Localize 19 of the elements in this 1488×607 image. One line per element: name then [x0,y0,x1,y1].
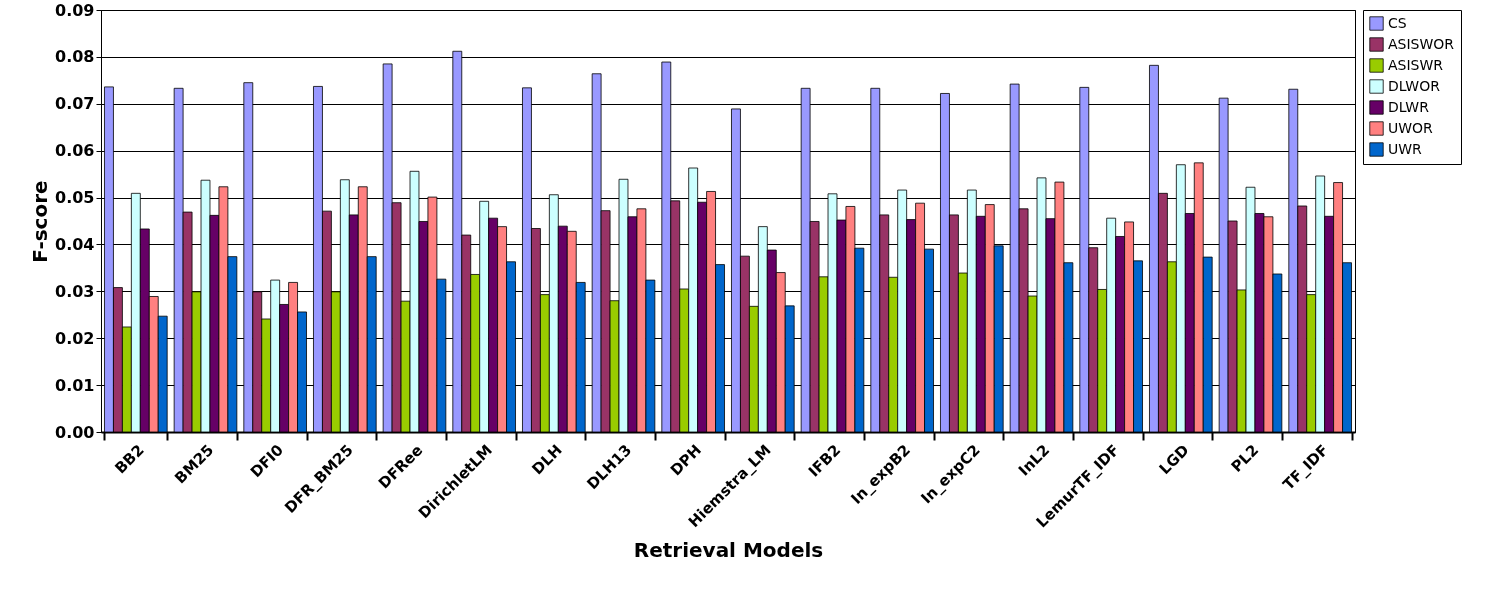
y-tick-label: 0.05 [55,188,95,208]
legend-label: ASISWR [1388,56,1444,73]
legend-label: DLWOR [1388,77,1441,94]
y-tick-label: 0.03 [55,281,95,301]
y-tick-label: 0.09 [55,0,95,20]
y-tick-label: 0.01 [55,375,95,395]
legend-label: DLWR [1388,98,1430,115]
y-axis-title: F-score [28,180,53,263]
y-tick-label: 0.02 [55,328,95,348]
y-tick-label: 0.04 [55,234,95,254]
y-tick-label: 0.00 [55,422,95,442]
y-tick-label: 0.07 [55,94,95,114]
legend-label: UWOR [1388,119,1434,136]
y-tick-label: 0.08 [55,47,95,67]
legend-label: CS [1388,14,1407,31]
legend-label: ASISWOR [1388,35,1455,52]
legend-label: UWR [1388,140,1423,157]
y-tick-label: 0.06 [55,141,95,161]
x-axis-title: Retrieval Models [633,537,824,562]
